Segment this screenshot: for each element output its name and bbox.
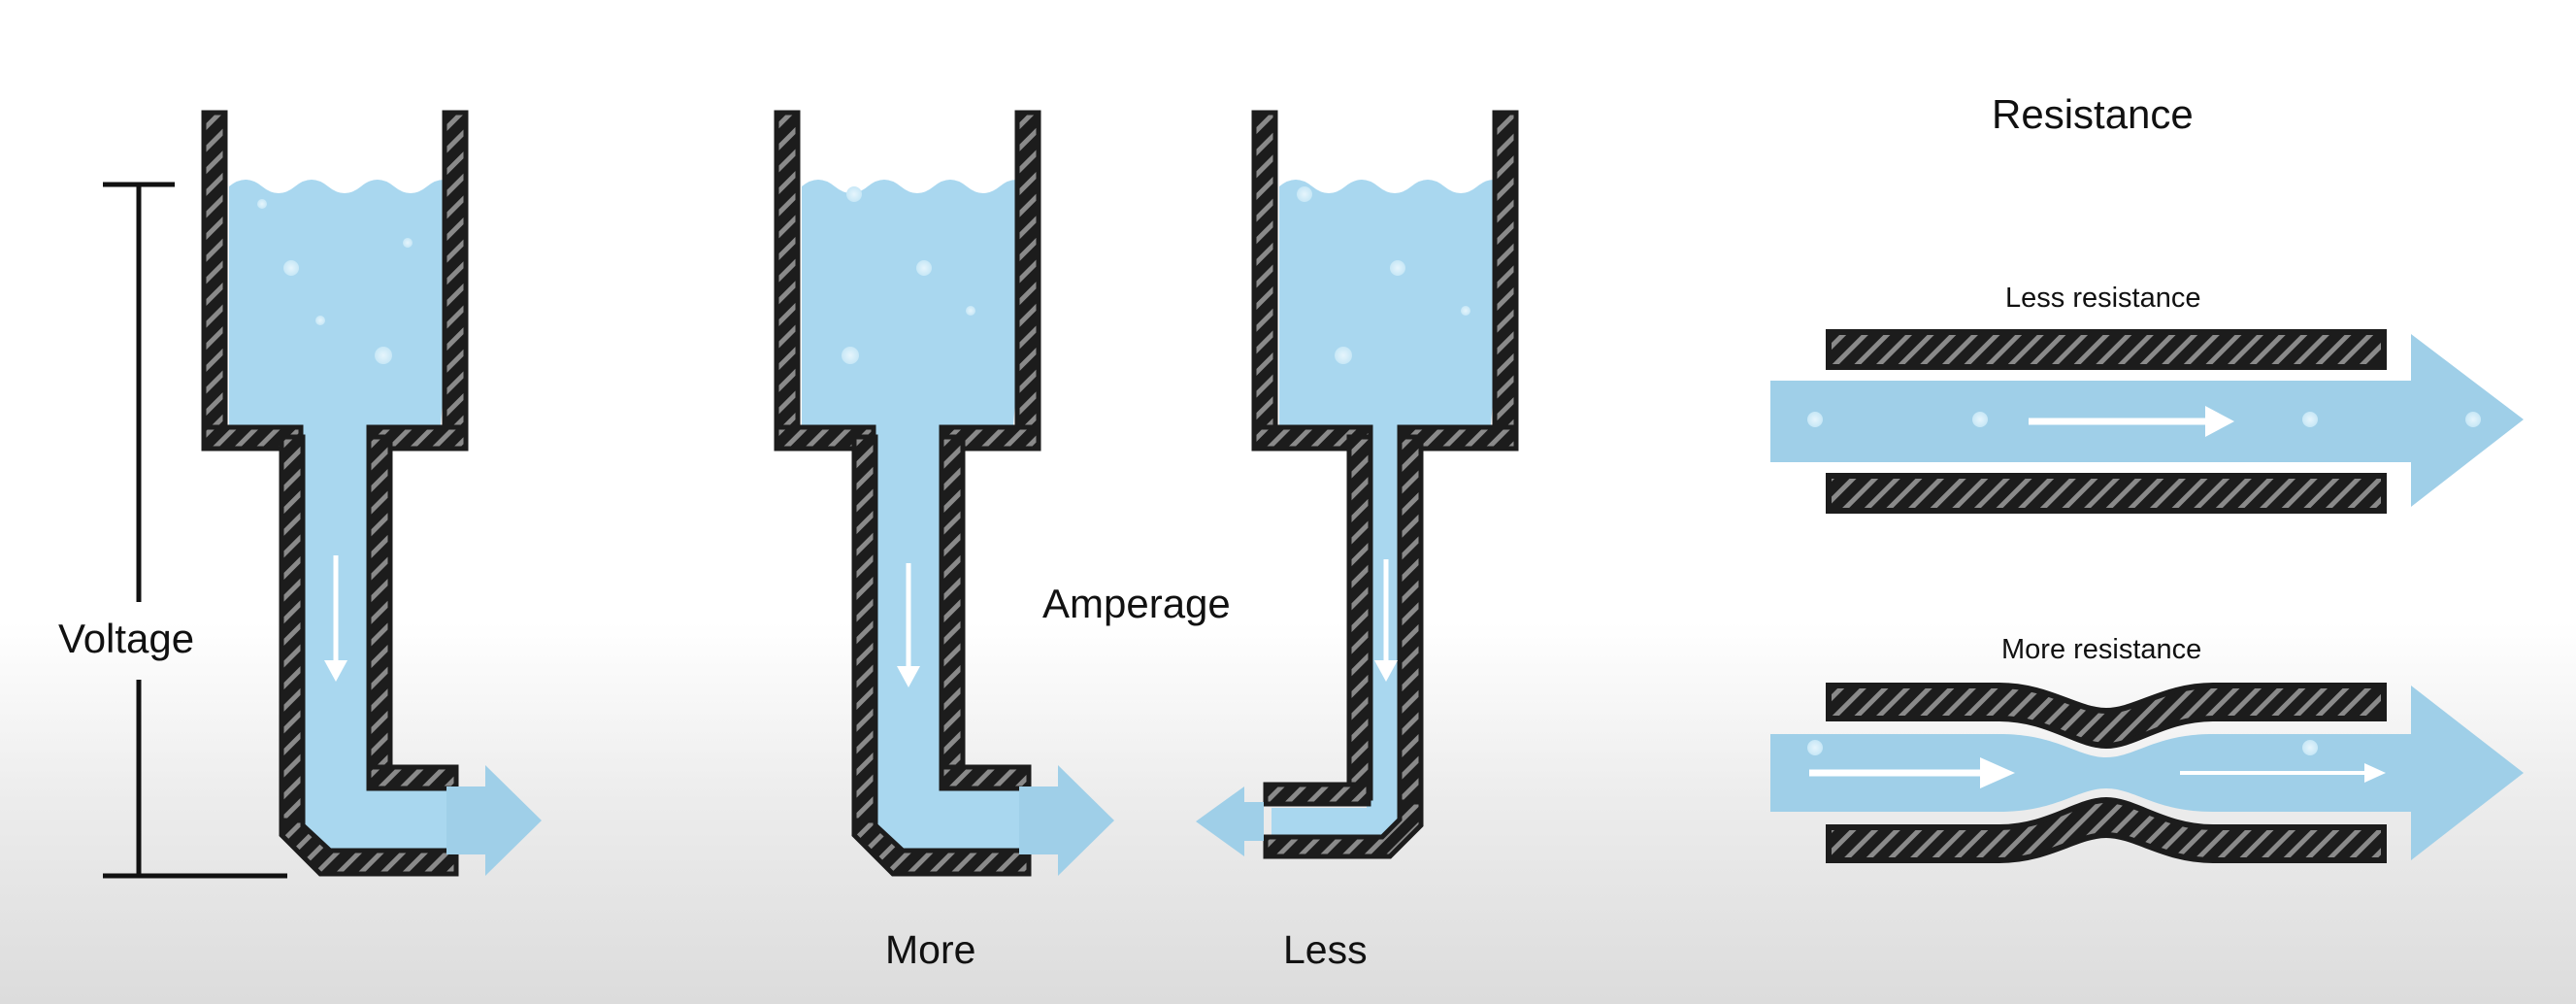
voltage-tank <box>201 110 542 877</box>
less-label: Less <box>1283 927 1368 972</box>
less-resistance-label: Less resistance <box>2005 283 2201 314</box>
less-amperage-tank <box>1196 110 1519 859</box>
more-label: More <box>885 927 975 972</box>
more-resistance-flow-arrow <box>1770 686 2524 860</box>
amperage-label: Amperage <box>1042 581 1231 626</box>
voltage-scale-bar <box>103 182 287 879</box>
less-amperage-outflow-arrow <box>1196 786 1264 856</box>
voltage-tank-water <box>229 180 460 853</box>
less-resistance-pipe <box>1770 329 2524 514</box>
more-amperage-tank <box>774 110 1114 877</box>
resistance-title: Resistance <box>1992 91 2194 137</box>
more-resistance-label: More resistance <box>2001 634 2201 665</box>
voltage-label: Voltage <box>58 616 194 661</box>
voltage-outflow-arrow <box>446 765 542 876</box>
more-amperage-outflow-arrow <box>1019 765 1114 876</box>
more-resistance-pipe <box>1770 683 2524 863</box>
